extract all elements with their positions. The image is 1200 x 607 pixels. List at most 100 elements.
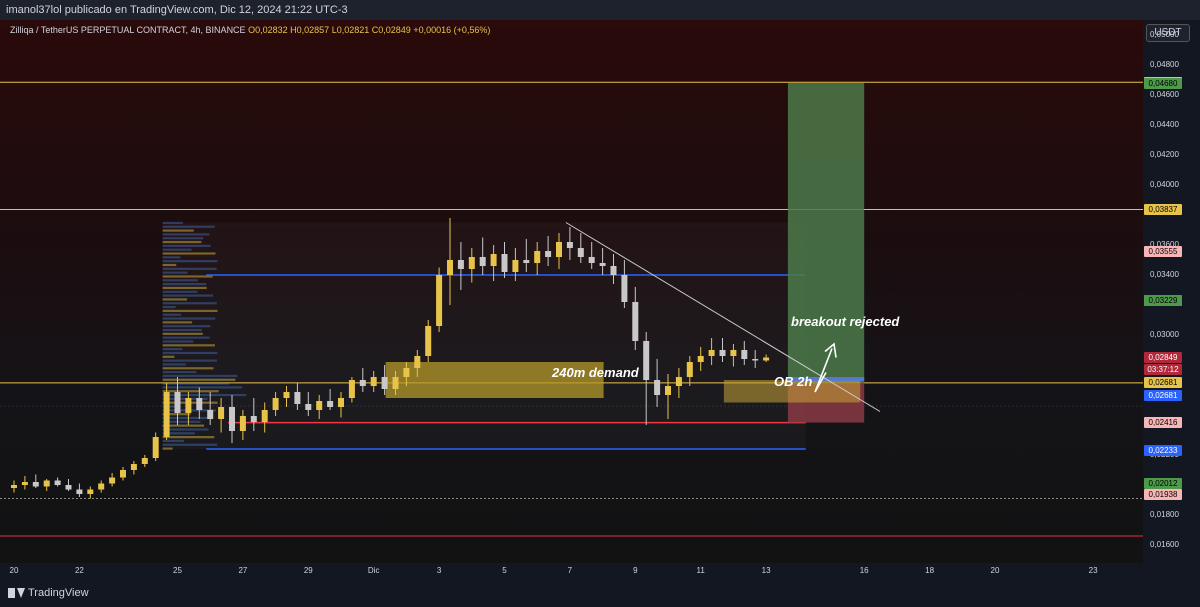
candle-body bbox=[163, 392, 170, 437]
symbol-name: Zilliqa / TetherUS PERPETUAL CONTRACT, 4… bbox=[10, 25, 246, 35]
candle-body bbox=[545, 251, 552, 257]
candle-body bbox=[577, 248, 584, 257]
candle-body bbox=[479, 257, 486, 266]
candle-body bbox=[719, 350, 726, 356]
candle-body bbox=[741, 350, 748, 359]
candle-body bbox=[425, 326, 432, 356]
volume-profile-bar bbox=[162, 439, 185, 443]
x-tick-label: 7 bbox=[567, 566, 573, 575]
annotation-breakout: breakout rejected bbox=[791, 314, 900, 329]
y-tick-label: 0,04400 bbox=[1150, 120, 1179, 129]
volume-profile-bar bbox=[162, 432, 195, 435]
x-tick-label: 20 bbox=[990, 566, 1000, 575]
volume-profile-bar bbox=[162, 275, 213, 278]
candle-body bbox=[392, 377, 399, 389]
x-tick-label: 20 bbox=[9, 566, 19, 575]
x-tick-label: 23 bbox=[1088, 566, 1098, 575]
candle-body bbox=[11, 485, 17, 488]
volume-profile-bar bbox=[162, 229, 194, 232]
candle-body bbox=[556, 242, 562, 257]
volume-profile-bar bbox=[162, 413, 191, 416]
volume-profile-bar bbox=[162, 305, 176, 309]
candle-body bbox=[512, 260, 519, 272]
candle-body bbox=[403, 368, 410, 377]
tradingview-logo[interactable]: TradingView bbox=[8, 587, 89, 599]
x-tick-label: 9 bbox=[633, 566, 638, 575]
volume-profile-bar bbox=[162, 390, 219, 393]
candle-body bbox=[588, 257, 595, 263]
price-tag: 0,02233 bbox=[1144, 444, 1182, 456]
ohlc-low: L0,02821 bbox=[331, 25, 370, 35]
candle-body bbox=[501, 254, 508, 272]
price-axis[interactable] bbox=[1143, 20, 1200, 563]
ohlc-change: +0,00016 (+0,56%) bbox=[413, 25, 491, 35]
volume-profile-bar bbox=[162, 386, 243, 389]
volume-profile-bar bbox=[162, 298, 188, 301]
y-tick-label: 0,05000 bbox=[1150, 30, 1179, 39]
candle-body bbox=[523, 260, 530, 263]
candle-body bbox=[120, 470, 126, 478]
candle-body bbox=[566, 242, 573, 248]
volume-profile-bar bbox=[162, 428, 209, 431]
volume-profile-bar bbox=[162, 244, 211, 247]
volume-profile-bar bbox=[162, 359, 217, 362]
candle-body bbox=[338, 398, 344, 407]
volume-profile-bar bbox=[162, 221, 183, 225]
volume-profile-bar bbox=[162, 240, 202, 244]
currency-selector[interactable]: USDT bbox=[1146, 24, 1190, 42]
candle-body bbox=[65, 485, 72, 490]
candle-body bbox=[207, 410, 214, 419]
volume-profile-bar bbox=[162, 393, 247, 397]
volume-profile-bar bbox=[162, 252, 216, 255]
candle-body bbox=[414, 356, 421, 368]
y-tick-label: 0,04200 bbox=[1150, 150, 1179, 159]
x-tick-label: 22 bbox=[74, 566, 84, 575]
volume-profile-bar bbox=[162, 397, 208, 400]
candle-body bbox=[141, 458, 148, 464]
candle-body bbox=[327, 401, 334, 407]
volume-profile-bar bbox=[162, 374, 238, 378]
volume-profile-bar bbox=[162, 371, 197, 374]
x-tick-label: Dic bbox=[367, 566, 380, 575]
volume-profile-bar bbox=[162, 271, 188, 274]
x-tick-label: 25 bbox=[173, 566, 182, 575]
candle-body bbox=[621, 275, 628, 302]
chart-area[interactable]: Zilliqa / TetherUS PERPETUAL CONTRACT, 4… bbox=[0, 20, 1143, 563]
candle-body bbox=[152, 437, 159, 458]
price-tag: 0,04680 bbox=[1144, 77, 1182, 89]
time-axis[interactable] bbox=[0, 563, 1143, 581]
y-tick-label: 0,01800 bbox=[1150, 510, 1179, 519]
annotation-demand: 240m demand bbox=[552, 365, 639, 380]
candle-body bbox=[32, 482, 39, 487]
volume-profile-bar bbox=[162, 325, 211, 328]
candle-body bbox=[250, 416, 257, 422]
target-zone bbox=[787, 83, 865, 383]
candle-body bbox=[196, 398, 203, 410]
candle-body bbox=[348, 380, 355, 398]
candle-body bbox=[239, 416, 246, 431]
candle-body bbox=[305, 404, 312, 410]
volume-profile-bar bbox=[162, 256, 181, 259]
candle-body bbox=[610, 266, 617, 275]
candle-body bbox=[87, 489, 94, 494]
volume-profile-bar bbox=[162, 237, 204, 240]
y-tick-label: 0,04600 bbox=[1150, 90, 1179, 99]
candle-body bbox=[43, 480, 50, 487]
candle-body bbox=[730, 350, 737, 356]
candle-body bbox=[229, 407, 235, 431]
candle-body bbox=[130, 464, 137, 470]
annotation-ob: OB 2h bbox=[774, 374, 813, 389]
y-tick-label: 0,03000 bbox=[1150, 330, 1179, 339]
volume-profile-bar bbox=[162, 286, 207, 290]
volume-profile-bar bbox=[162, 302, 217, 305]
volume-profile-bar bbox=[162, 317, 216, 320]
brand-label: TradingView bbox=[28, 587, 89, 599]
candle-body bbox=[98, 483, 105, 490]
publisher-text: imanol37lol publicado en TradingView.com… bbox=[6, 4, 348, 16]
price-chart[interactable] bbox=[0, 20, 1143, 563]
volume-profile-bar bbox=[162, 328, 202, 332]
candle-body bbox=[218, 407, 225, 419]
price-tag: 0,02012 bbox=[1144, 477, 1182, 489]
y-tick-label: 0,04000 bbox=[1150, 180, 1179, 189]
price-tag: 0,02849 bbox=[1144, 352, 1182, 364]
